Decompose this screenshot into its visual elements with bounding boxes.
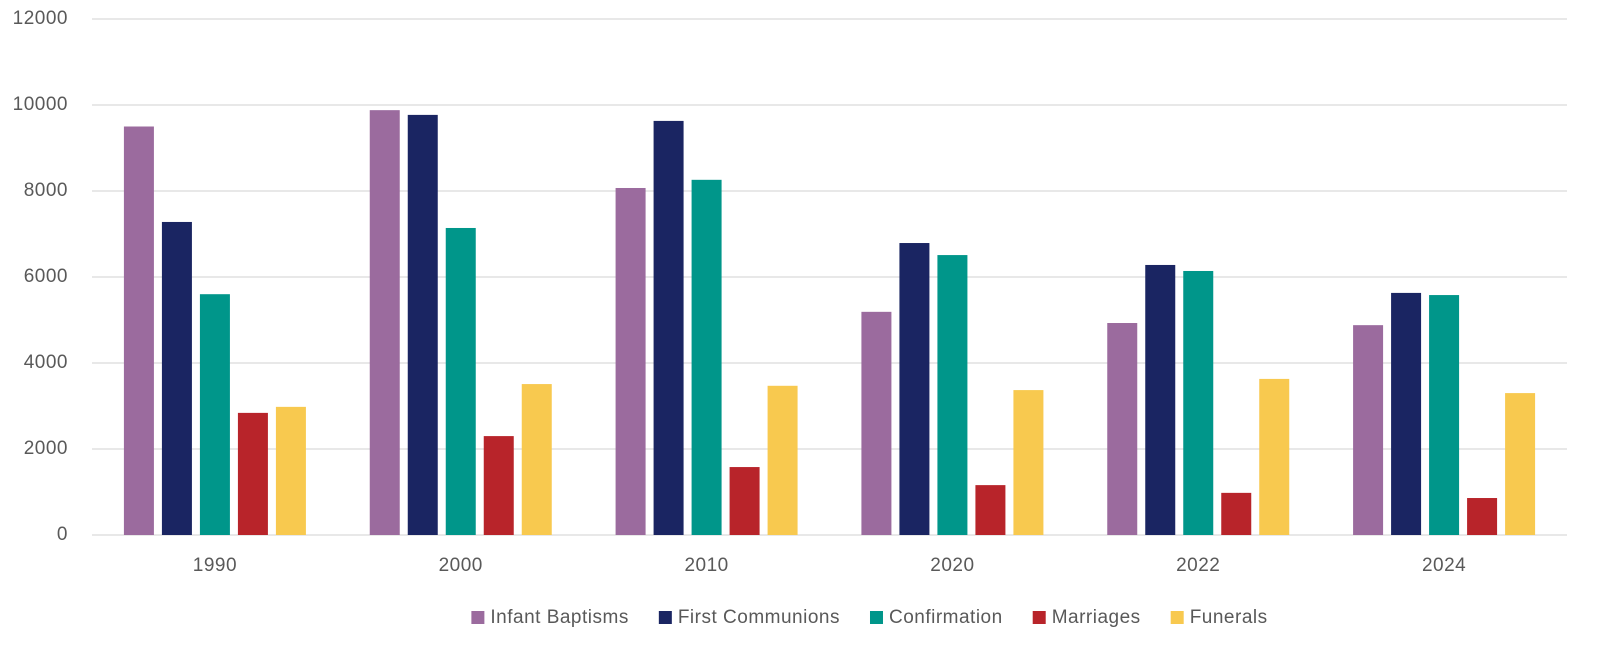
bar [899, 243, 930, 535]
legend-label: First Communions [678, 607, 840, 628]
x-tick-label: 2020 [930, 555, 974, 576]
legend-swatch [471, 611, 485, 624]
legend-swatch [1170, 611, 1184, 624]
bar [1013, 390, 1044, 535]
bar [767, 385, 798, 535]
bar [1107, 323, 1138, 535]
y-tick-label: 4000 [24, 352, 68, 373]
bar [275, 406, 306, 535]
y-tick-label: 10000 [13, 94, 68, 115]
bar [1391, 292, 1422, 535]
bar [123, 126, 154, 535]
bar [521, 384, 552, 535]
y-tick-label: 2000 [24, 438, 68, 459]
x-tick-label: 2022 [1176, 555, 1220, 576]
bar [407, 114, 438, 535]
bar [1221, 492, 1252, 535]
bar [237, 412, 268, 535]
bar [1505, 393, 1536, 535]
legend-swatch [1032, 611, 1046, 624]
bar [937, 255, 968, 535]
bar [975, 485, 1006, 535]
bar [729, 467, 760, 535]
legend-label: Marriages [1052, 607, 1141, 628]
x-tick-label: 1990 [193, 555, 237, 576]
legend-swatch [869, 611, 883, 624]
bar [1467, 498, 1498, 535]
y-tick-label: 12000 [13, 8, 68, 29]
bar [445, 227, 476, 536]
y-tick-label: 6000 [24, 266, 68, 287]
x-tick-label: 2024 [1422, 555, 1466, 576]
bar [861, 311, 892, 535]
x-tick-label: 2010 [684, 555, 728, 576]
y-tick-label: 8000 [24, 180, 68, 201]
bar [1183, 270, 1214, 535]
legend-label: Funerals [1190, 607, 1268, 628]
legend-label: Confirmation [889, 607, 1003, 628]
bar [1429, 295, 1460, 535]
bar [1353, 325, 1384, 535]
bar [1145, 264, 1176, 535]
bar [691, 179, 722, 535]
bar [653, 120, 684, 535]
bar [615, 187, 646, 536]
y-tick-label: 0 [57, 524, 68, 545]
bar [369, 110, 400, 535]
bar [161, 221, 192, 535]
bar [483, 436, 514, 535]
x-tick-label: 2000 [439, 555, 483, 576]
legend-swatch [658, 611, 672, 624]
legend-label: Infant Baptisms [490, 607, 628, 628]
bar [1259, 378, 1290, 535]
bar [199, 294, 230, 535]
